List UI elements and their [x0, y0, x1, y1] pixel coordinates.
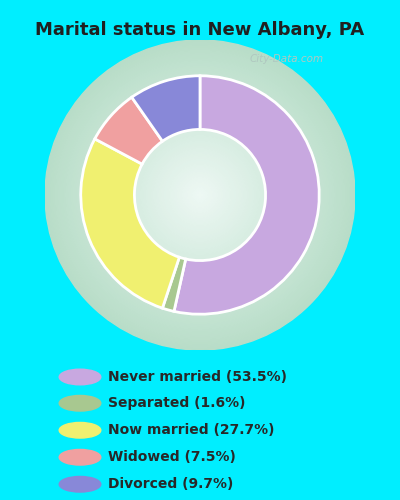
- Circle shape: [48, 42, 352, 348]
- Circle shape: [156, 151, 244, 239]
- Circle shape: [86, 82, 314, 308]
- Circle shape: [68, 63, 332, 327]
- Circle shape: [136, 130, 264, 260]
- Circle shape: [146, 141, 254, 249]
- Circle shape: [125, 120, 275, 270]
- Wedge shape: [95, 97, 162, 164]
- Circle shape: [198, 192, 202, 198]
- Circle shape: [192, 187, 208, 203]
- Circle shape: [138, 133, 262, 257]
- Circle shape: [130, 125, 270, 265]
- Text: Widowed (7.5%): Widowed (7.5%): [108, 450, 236, 464]
- Circle shape: [104, 100, 296, 290]
- Circle shape: [84, 78, 316, 311]
- Circle shape: [120, 115, 280, 275]
- Circle shape: [76, 71, 324, 319]
- Circle shape: [92, 86, 308, 304]
- Circle shape: [99, 94, 301, 296]
- Circle shape: [55, 50, 345, 340]
- Circle shape: [107, 102, 293, 288]
- Text: Separated (1.6%): Separated (1.6%): [108, 396, 246, 410]
- Circle shape: [169, 164, 231, 226]
- Wedge shape: [162, 257, 186, 312]
- Circle shape: [122, 118, 278, 272]
- Circle shape: [148, 144, 252, 246]
- Circle shape: [78, 74, 322, 316]
- Circle shape: [174, 169, 226, 221]
- Circle shape: [74, 68, 326, 322]
- Circle shape: [166, 162, 234, 228]
- Circle shape: [50, 45, 350, 345]
- Circle shape: [59, 476, 101, 492]
- Circle shape: [102, 97, 298, 293]
- Circle shape: [59, 369, 101, 385]
- Circle shape: [164, 159, 236, 231]
- Circle shape: [182, 177, 218, 213]
- Circle shape: [97, 92, 303, 298]
- Wedge shape: [132, 76, 200, 141]
- Circle shape: [143, 138, 257, 252]
- Circle shape: [177, 172, 223, 218]
- Circle shape: [161, 156, 239, 234]
- Circle shape: [94, 89, 306, 301]
- Circle shape: [195, 190, 205, 200]
- Circle shape: [128, 122, 272, 268]
- Wedge shape: [174, 76, 319, 314]
- Circle shape: [60, 56, 340, 334]
- Text: Divorced (9.7%): Divorced (9.7%): [108, 477, 233, 491]
- Circle shape: [89, 84, 311, 306]
- Text: Never married (53.5%): Never married (53.5%): [108, 370, 287, 384]
- Text: Now married (27.7%): Now married (27.7%): [108, 423, 274, 437]
- Circle shape: [187, 182, 213, 208]
- Circle shape: [58, 53, 342, 337]
- Circle shape: [112, 107, 288, 283]
- Circle shape: [140, 136, 260, 254]
- Circle shape: [53, 48, 347, 342]
- Circle shape: [59, 422, 101, 438]
- Wedge shape: [81, 139, 179, 308]
- Circle shape: [154, 148, 246, 242]
- Circle shape: [81, 76, 319, 314]
- Circle shape: [66, 60, 334, 330]
- Circle shape: [179, 174, 221, 216]
- Circle shape: [151, 146, 249, 244]
- Circle shape: [45, 40, 355, 350]
- Text: City-Data.com: City-Data.com: [250, 54, 324, 64]
- Circle shape: [172, 166, 228, 224]
- Circle shape: [59, 450, 101, 465]
- Circle shape: [59, 396, 101, 411]
- Circle shape: [133, 128, 267, 262]
- Circle shape: [110, 104, 290, 286]
- Circle shape: [184, 180, 216, 210]
- Circle shape: [159, 154, 241, 236]
- Circle shape: [190, 184, 210, 206]
- Circle shape: [71, 66, 329, 324]
- Text: Marital status in New Albany, PA: Marital status in New Albany, PA: [36, 21, 364, 39]
- Circle shape: [115, 110, 285, 280]
- Circle shape: [63, 58, 337, 332]
- Circle shape: [117, 112, 283, 278]
